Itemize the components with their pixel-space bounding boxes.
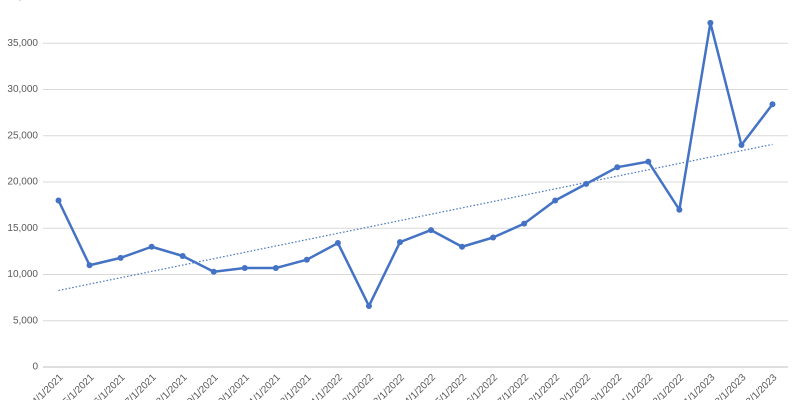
data-point	[583, 180, 590, 187]
x-tick-label: 7/1/2022	[496, 372, 532, 400]
x-tick-label: 5/1/2021	[61, 372, 97, 400]
x-tick-label: 2/1/2022	[341, 372, 377, 400]
data-point	[614, 164, 621, 171]
x-tick-label: 5/1/2022	[434, 372, 470, 400]
data-point	[521, 220, 528, 227]
data-line	[57, 21, 774, 308]
x-tick-label: 1/1/2022	[310, 372, 346, 400]
x-tick-label: 4/1/2022	[403, 372, 439, 400]
y-tick-label: 0	[32, 362, 38, 373]
data-point	[117, 254, 124, 261]
y-tick-label: 5,000	[13, 315, 38, 326]
x-tick-label: 6/1/2021	[92, 372, 128, 400]
x-tick-label: 12/1/2021	[275, 372, 315, 400]
trendline	[58, 143, 773, 292]
x-tick-label: 12/1/2022	[647, 372, 687, 400]
x-tick-label: 4/1/2021	[30, 372, 66, 400]
data-point	[365, 302, 372, 309]
data-point	[459, 243, 466, 250]
data-point	[645, 158, 652, 165]
data-point	[148, 243, 155, 250]
data-point	[676, 206, 683, 213]
data-point	[86, 262, 93, 269]
data-point	[241, 265, 248, 272]
data-point	[272, 265, 279, 272]
y-tick-label: 15,000	[7, 223, 38, 234]
data-point	[428, 227, 435, 234]
x-tick-label: 11/1/2022	[617, 372, 656, 400]
data-point	[210, 268, 217, 275]
y-tick-label: 20,000	[7, 177, 38, 188]
x-tick-label: 11/1/2021	[244, 372, 283, 400]
x-tick-label: 10/1/2021	[213, 372, 253, 400]
x-tick-label: 8/1/2021	[154, 372, 190, 400]
data-point	[334, 240, 341, 247]
y-tick-label: 25,000	[7, 130, 38, 141]
x-tick-label: 9/1/2021	[185, 372, 221, 400]
x-tick-label: 3/1/2022	[372, 372, 408, 400]
y-tick-label: 40,000	[7, 0, 38, 3]
x-tick-label: 7/1/2021	[123, 372, 159, 400]
data-point	[738, 142, 745, 148]
data-point	[303, 256, 310, 263]
data-point	[179, 253, 186, 259]
data-point	[707, 19, 714, 26]
x-tick-label: 8/1/2022	[527, 372, 563, 400]
x-tick-label: 2/1/2023	[713, 372, 749, 400]
y-tick-label: 30,000	[7, 84, 38, 95]
x-tick-label: 9/1/2022	[558, 372, 594, 400]
data-point	[55, 197, 62, 204]
y-tick-label: 35,000	[7, 38, 38, 49]
x-tick-label: 1/1/2023	[682, 372, 718, 400]
data-point	[396, 239, 403, 246]
y-tick-label: 10,000	[7, 269, 38, 280]
data-point	[490, 234, 497, 241]
data-point	[552, 197, 559, 204]
x-tick-label: 10/1/2022	[585, 372, 625, 400]
data-point	[769, 101, 776, 108]
x-tick-label: 6/1/2022	[465, 372, 501, 400]
x-tick-label: 3/1/2023	[744, 372, 780, 400]
